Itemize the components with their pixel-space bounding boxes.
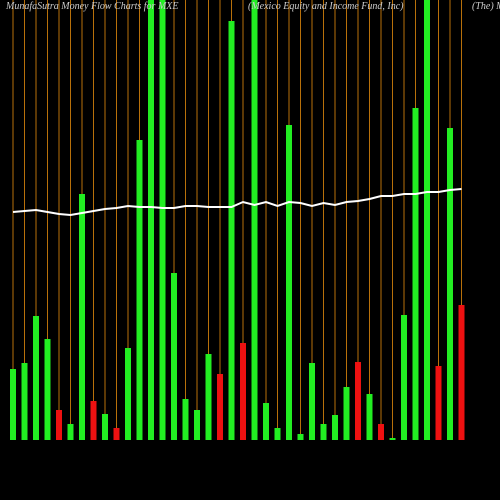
lines [12,188,462,217]
bar [332,415,338,440]
money-flow-line [12,188,462,217]
bar [56,410,62,440]
bar [205,354,212,440]
bar [389,438,396,440]
bar [159,0,166,440]
bar [343,387,350,440]
bar [309,363,315,440]
bar [228,21,235,440]
bar [136,140,143,440]
chart-subtitle: (Mexico Equity and Income Fund, Inc) [248,1,404,12]
bar [182,399,189,440]
bar [171,273,177,440]
bar [10,369,16,440]
bar [412,108,419,440]
bar [79,194,85,440]
bar [67,424,74,440]
bar [435,366,442,440]
bars [10,0,465,440]
bar [355,362,361,440]
bar [366,394,373,440]
bar [44,339,51,440]
bar [263,403,269,440]
bar [251,0,258,440]
bar [125,348,131,440]
bar [148,0,154,440]
chart-title: MunafaSutra Money Flow Charts for MXE [5,1,179,12]
bar [401,315,407,440]
bar [90,401,97,440]
bar [286,125,292,440]
bar [424,0,430,440]
bar [113,428,120,440]
bar [274,428,281,440]
bar [102,414,108,440]
bar [297,434,304,440]
bar [33,316,39,440]
bar [378,424,384,440]
bar [458,305,465,440]
chart-note: (The) M [472,1,500,12]
bar [217,374,223,440]
bar [240,343,246,440]
bar [447,128,453,440]
bar [21,363,28,440]
bar [320,424,327,440]
bar [194,410,200,440]
